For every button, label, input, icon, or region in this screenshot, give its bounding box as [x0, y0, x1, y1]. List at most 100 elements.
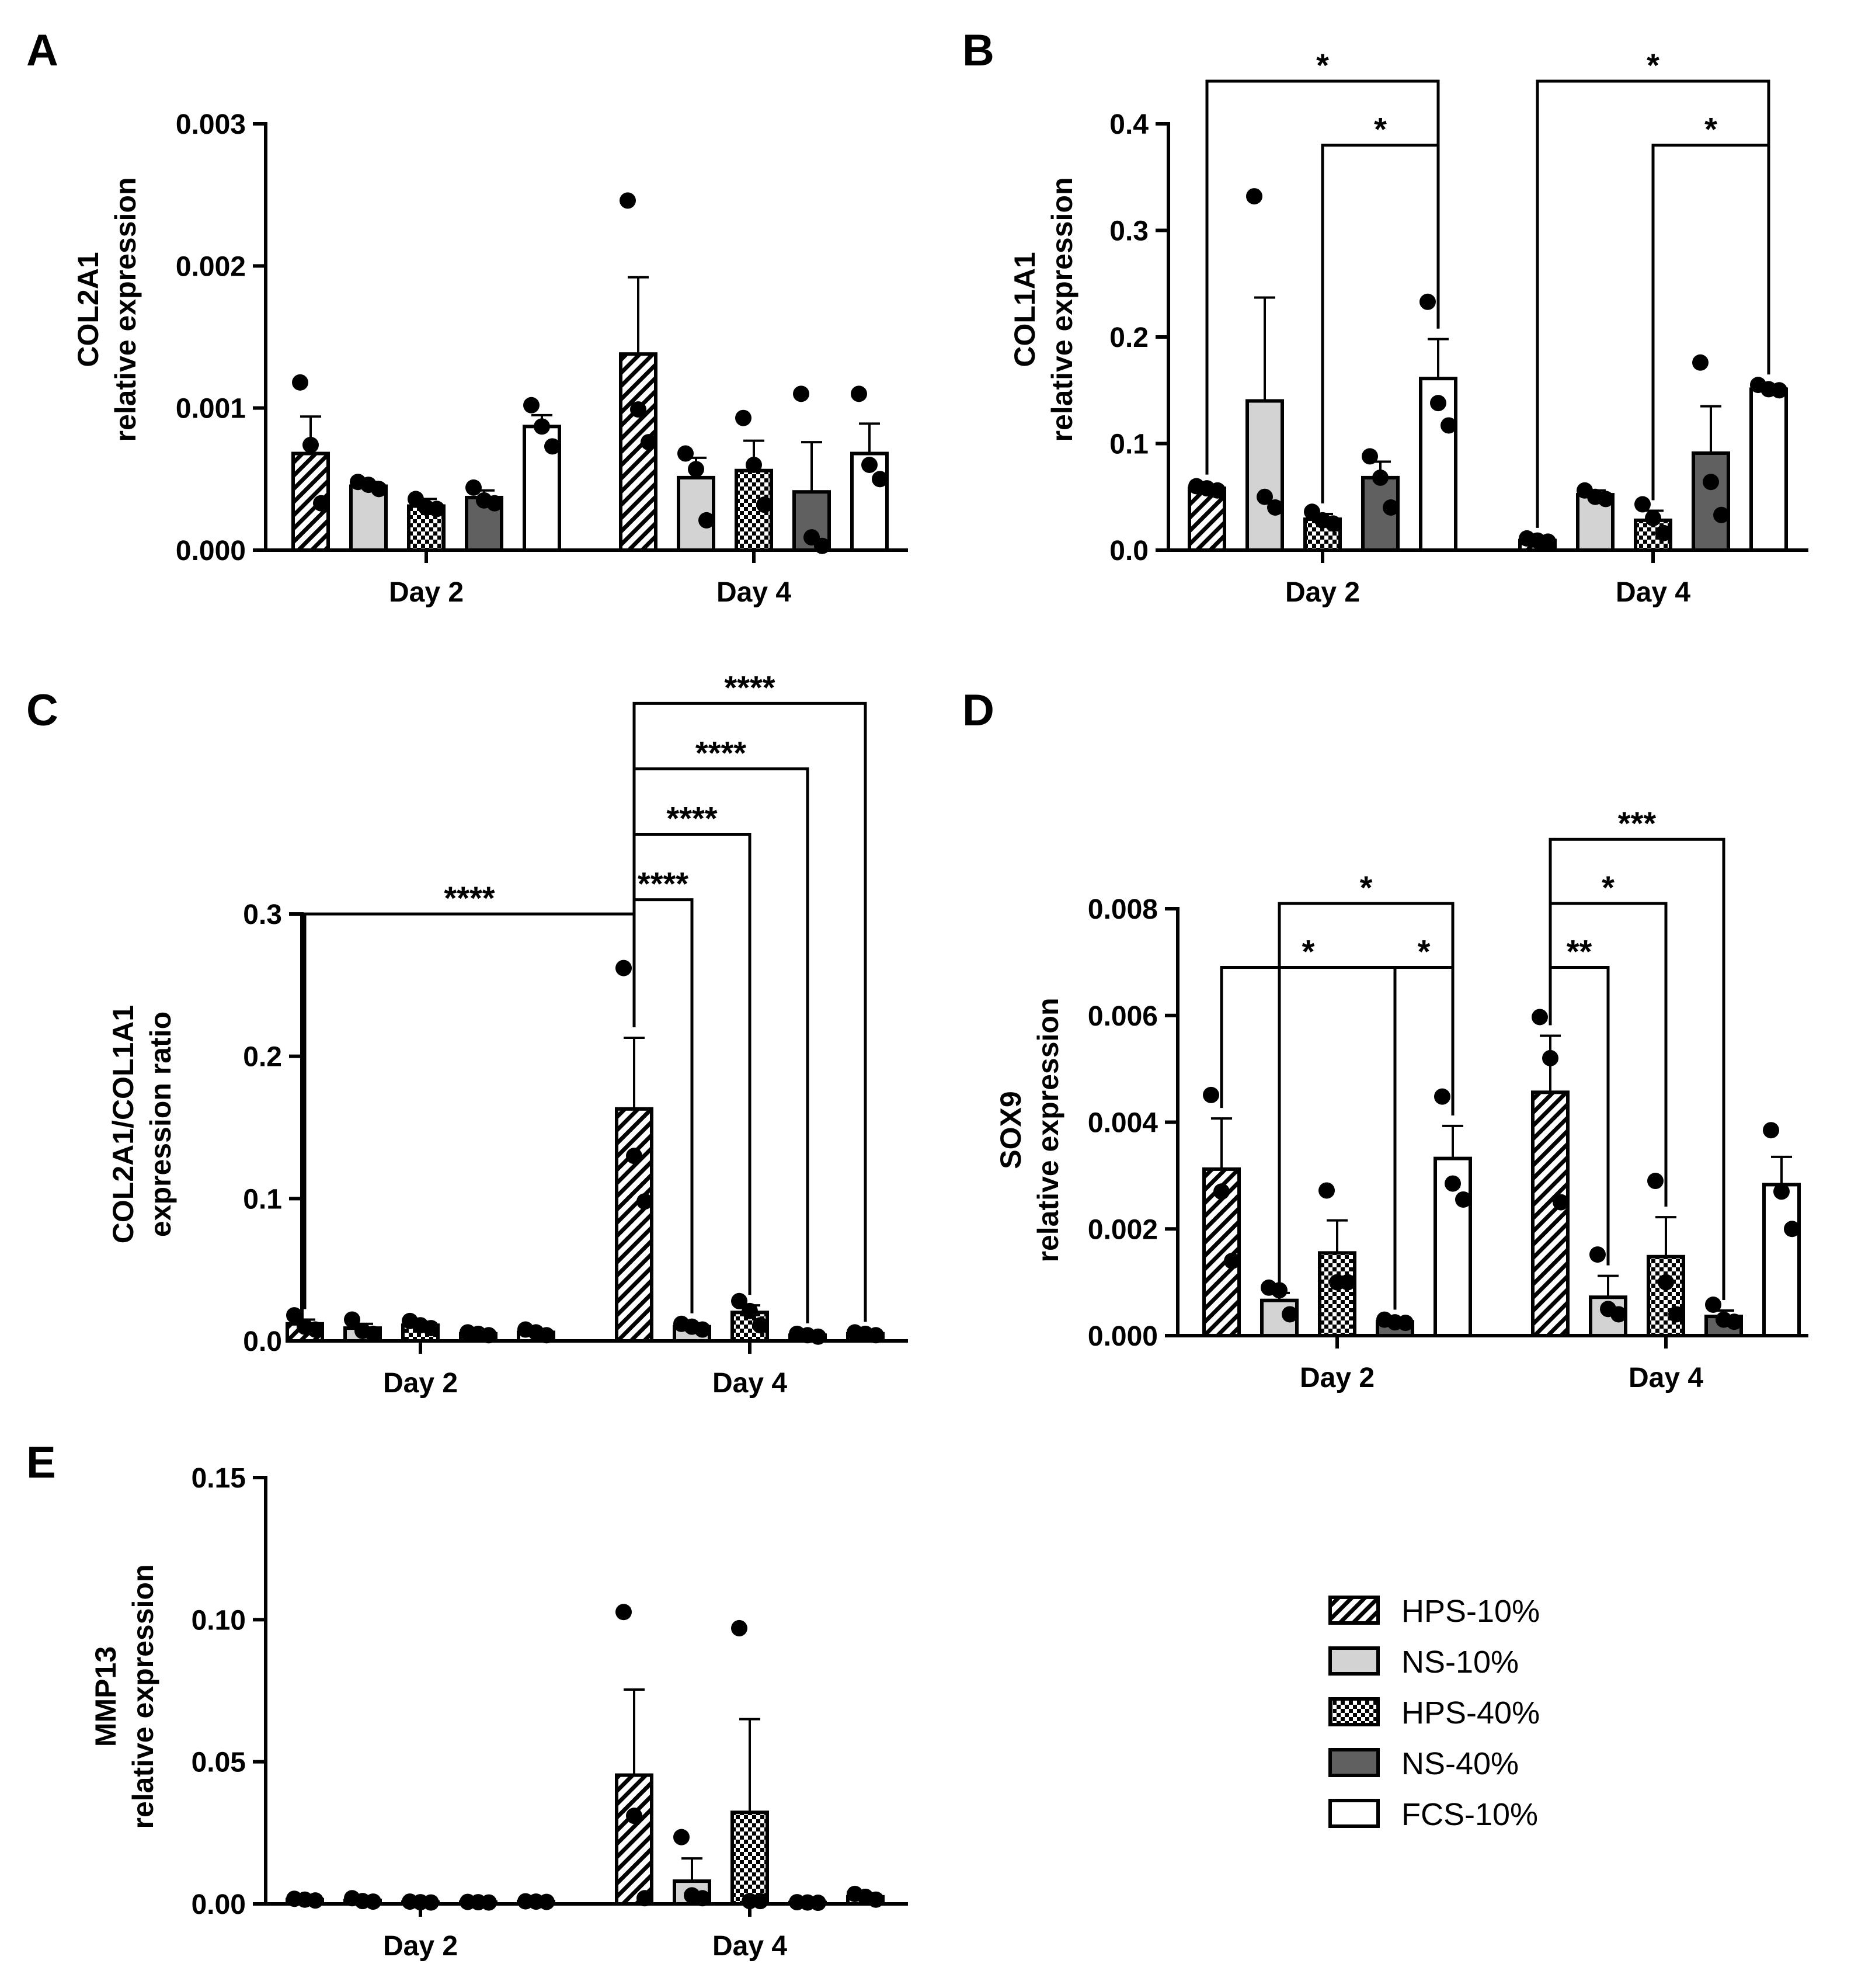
data-point: [344, 1311, 360, 1328]
data-point: [1246, 188, 1262, 205]
data-point: [1645, 510, 1661, 527]
data-point: [307, 1892, 323, 1909]
y-axis-title-line1: MMP13: [89, 1646, 122, 1747]
data-point: [1430, 395, 1446, 412]
legend-label: FCS-10%: [1401, 1797, 1538, 1832]
legend-swatch-fcs-10: [1328, 1799, 1380, 1828]
data-point: [746, 457, 762, 473]
data-point: [1668, 1306, 1685, 1323]
data-point: [868, 1891, 884, 1908]
significance-label: ***: [1618, 805, 1657, 842]
data-point: [694, 1321, 711, 1338]
bar-day-4-hps-10: [619, 352, 657, 552]
data-point: [1553, 1194, 1569, 1211]
data-point: [481, 1894, 497, 1911]
y-axis-title-line2: relative expression: [1032, 998, 1064, 1262]
legend-swatch-hps-40: [1328, 1697, 1380, 1726]
data-point: [1445, 1175, 1461, 1192]
y-tick-label: 0.2: [1109, 322, 1149, 353]
data-point: [544, 438, 561, 455]
panel-letter-a: A: [26, 26, 58, 75]
data-point: [1726, 1313, 1742, 1330]
data-point: [1713, 506, 1730, 523]
data-point: [731, 1292, 747, 1309]
data-point: [1224, 1253, 1240, 1270]
data-point: [861, 457, 878, 473]
data-point: [481, 1327, 497, 1344]
panel-a: A COL2A1 relative expression 0.0000.0010…: [26, 26, 908, 608]
data-point: [810, 1895, 826, 1911]
data-point: [752, 1317, 768, 1334]
y-tick-label: 0.002: [1088, 1214, 1158, 1245]
significance-label: *: [1374, 111, 1387, 148]
panel-letter-c: C: [26, 686, 58, 735]
bar-day-4-ns-40: [1692, 451, 1730, 552]
y-tick-label: 0.000: [1088, 1321, 1158, 1352]
group-label-day-4: Day 4: [712, 1931, 787, 1962]
data-point: [626, 1808, 642, 1824]
panel-c: C COL2A1/COL1A1 expression ratio 0.00.10…: [26, 669, 908, 1399]
panel-d: D SOX9 relative expression 0.000 0.002 0.0…: [962, 686, 1808, 1393]
group-label-day-4: Day 4: [716, 577, 791, 608]
group-label-day-2: Day 2: [1300, 1363, 1375, 1393]
legend-label: NS-40%: [1401, 1746, 1519, 1781]
data-point: [1647, 1173, 1664, 1190]
bar-day-4-hps-40: [1647, 1254, 1685, 1337]
bar-day-4-hps-10: [615, 1773, 653, 1906]
plot-e: 0.00 0.05 0.10 0.15 Day 2 Day 4: [192, 1463, 908, 1962]
data-point: [1763, 1122, 1779, 1139]
data-point: [313, 495, 329, 512]
y-axis-title-line1: COL1A1: [1008, 252, 1041, 367]
panel-letter-e: E: [26, 1438, 56, 1487]
y-tick-label: 0.10: [192, 1605, 246, 1636]
data-point: [1209, 482, 1226, 499]
data-point: [1692, 354, 1709, 371]
data-point: [523, 397, 540, 413]
data-point: [1441, 417, 1457, 434]
data-point: [793, 385, 809, 402]
data-point: [1784, 1221, 1800, 1238]
panel-letter-d: D: [962, 686, 994, 735]
data-point: [630, 401, 646, 418]
legend-label: NS-10%: [1401, 1645, 1519, 1680]
significance-bracket: [1321, 144, 1440, 503]
significance-label: ****: [638, 866, 688, 902]
bar-day-4-fcs-10: [1749, 387, 1788, 552]
data-point: [641, 434, 657, 451]
data-point: [756, 496, 773, 513]
data-point: [1703, 474, 1719, 491]
y-axis-title-line1: COL2A1: [72, 252, 105, 367]
group-label-day-2: Day 2: [383, 1368, 458, 1399]
data-point: [742, 1302, 758, 1319]
data-point: [423, 1320, 439, 1337]
y-tick-label: 0.4: [1109, 109, 1149, 140]
significance-bracket: [303, 912, 636, 1309]
y-axis-title-line2: relative expression: [127, 1564, 159, 1829]
data-point: [615, 960, 632, 976]
data-point: [1257, 488, 1273, 505]
legend: HPS-10% NS-10% HPS-40% NS-40% FCS-10%: [1328, 1594, 1540, 1832]
y-axis-title-line1: SOX9: [994, 1091, 1027, 1169]
group-label-day-2: Day 2: [383, 1931, 458, 1962]
y-tick-label: 0.3: [1109, 216, 1149, 247]
legend-item-hps-40: HPS-40%: [1328, 1695, 1540, 1730]
significance-bracket: [632, 767, 809, 1323]
data-point: [292, 374, 308, 391]
data-point: [1362, 448, 1378, 465]
data-point: [851, 385, 867, 402]
y-tick-label: 0.001: [176, 394, 246, 425]
significance-label: *: [1704, 111, 1717, 148]
significance-label: ****: [724, 669, 775, 705]
significance-bracket: [1651, 144, 1770, 501]
legend-item-fcs-10: FCS-10%: [1328, 1797, 1538, 1832]
data-point: [1267, 499, 1283, 516]
data-point: [1771, 382, 1787, 399]
y-axis-title-line1: COL2A1/COL1A1: [107, 1005, 140, 1243]
group-label-day-4: Day 4: [1616, 577, 1690, 608]
significance-label: **: [1567, 933, 1592, 970]
data-point: [694, 1890, 711, 1907]
y-tick-label: 0.15: [192, 1463, 246, 1494]
bar-day-2-ns-10: [1245, 399, 1284, 552]
